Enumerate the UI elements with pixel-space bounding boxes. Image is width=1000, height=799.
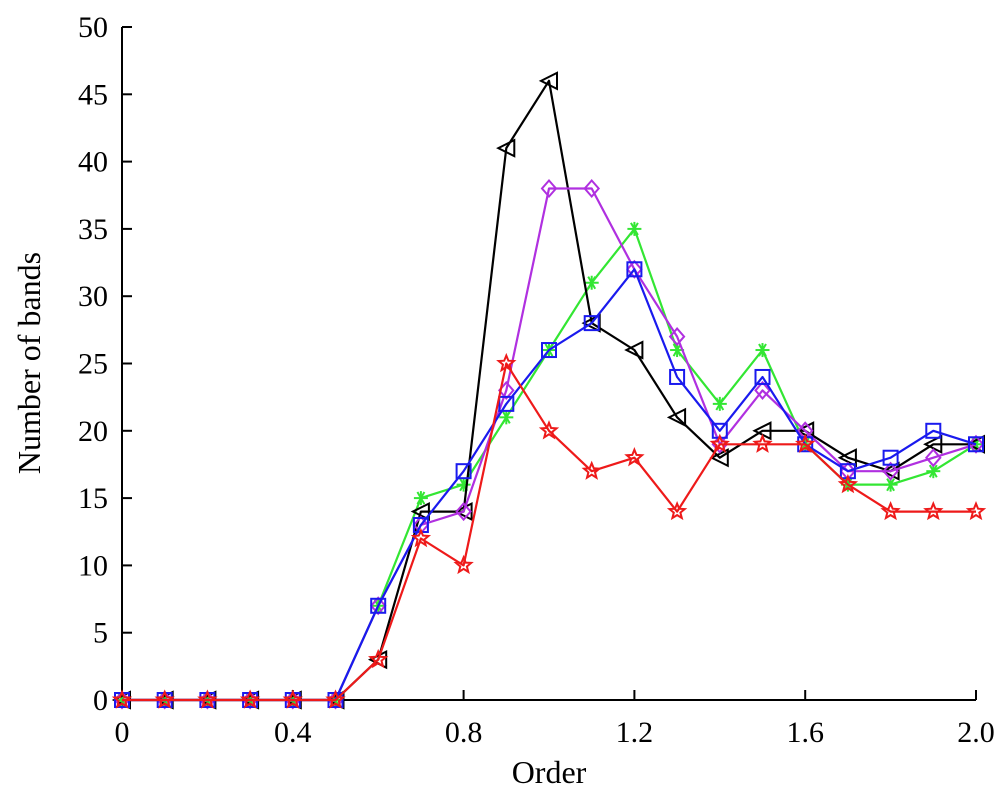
- data-point: [752, 433, 773, 453]
- data-point: [755, 343, 770, 358]
- series-diamond: [113, 179, 985, 710]
- y-tick-label: 40: [78, 146, 108, 179]
- series-line: [122, 187, 977, 702]
- data-point: [455, 463, 472, 480]
- data-point: [496, 352, 517, 373]
- data-point: [325, 689, 346, 709]
- data-point: [795, 433, 816, 453]
- x-axis-title: Order: [512, 754, 587, 790]
- data-point: [583, 179, 601, 199]
- data-point: [837, 473, 859, 494]
- data-point: [666, 407, 687, 427]
- data-point: [882, 449, 899, 466]
- axes: [121, 27, 976, 701]
- data-point: [923, 500, 944, 521]
- ticks: 0 5 10 15 20 25 30 35 40 45 50 0 0.4 0.8 1.2 1.6 2.0: [78, 11, 995, 749]
- data-point: [627, 221, 642, 236]
- data-point: [282, 689, 303, 709]
- data-point: [666, 500, 688, 521]
- data-point: [413, 491, 428, 506]
- data-point: [583, 315, 600, 332]
- data-point: [965, 500, 987, 521]
- data-point: [541, 342, 557, 359]
- y-tick-label: 10: [78, 549, 108, 582]
- data-point: [626, 261, 643, 278]
- data-point: [498, 395, 515, 412]
- data-point: [239, 689, 261, 709]
- data-point: [456, 477, 471, 492]
- data-point: [754, 368, 771, 385]
- series-triangle-left: [111, 71, 985, 710]
- x-tick-label: 1.2: [616, 716, 654, 749]
- series-line: [122, 79, 976, 702]
- data-point: [453, 554, 474, 575]
- data-point: [154, 689, 175, 709]
- data-point: [538, 71, 558, 91]
- data-point: [197, 689, 218, 709]
- y-tick-label: 0: [93, 684, 108, 717]
- data-point: [624, 447, 645, 467]
- y-tick-label: 50: [78, 11, 108, 44]
- data-point: [669, 368, 686, 385]
- data-point: [538, 420, 560, 440]
- data-point: [581, 460, 602, 480]
- data-point: [968, 436, 984, 453]
- data-point: [368, 648, 389, 669]
- data-point: [499, 410, 514, 425]
- data-point: [584, 275, 599, 290]
- series-layer: [111, 71, 987, 710]
- x-tick-label: 0.8: [445, 716, 483, 749]
- series-line: [122, 362, 976, 702]
- y-tick-label: 15: [78, 482, 108, 515]
- y-tick-label: 30: [78, 280, 108, 313]
- data-point: [754, 380, 771, 400]
- data-point: [880, 500, 901, 521]
- y-axis-title: Number of bands: [11, 252, 47, 474]
- y-tick-label: 5: [93, 617, 108, 650]
- data-point: [882, 461, 899, 481]
- data-point: [925, 422, 942, 439]
- data-point: [455, 502, 472, 522]
- data-point: [624, 340, 644, 360]
- y-tick-label: 35: [78, 213, 108, 246]
- data-point: [924, 448, 942, 468]
- data-point: [370, 597, 387, 614]
- y-tick-label: 25: [78, 348, 108, 381]
- x-tick-label: 1.6: [786, 716, 824, 749]
- data-point: [709, 433, 730, 453]
- x-tick-label: 0: [115, 716, 130, 749]
- data-point: [712, 396, 727, 411]
- x-tick-label: 2.0: [957, 716, 995, 749]
- y-tick-label: 20: [78, 415, 108, 448]
- data-point: [668, 327, 686, 347]
- x-tick-label: 0.4: [274, 716, 312, 749]
- data-point: [540, 179, 558, 199]
- series-star: [111, 352, 987, 709]
- y-tick-label: 45: [78, 78, 108, 111]
- data-point: [111, 689, 133, 709]
- data-point: [410, 527, 432, 548]
- data-point: [496, 138, 516, 158]
